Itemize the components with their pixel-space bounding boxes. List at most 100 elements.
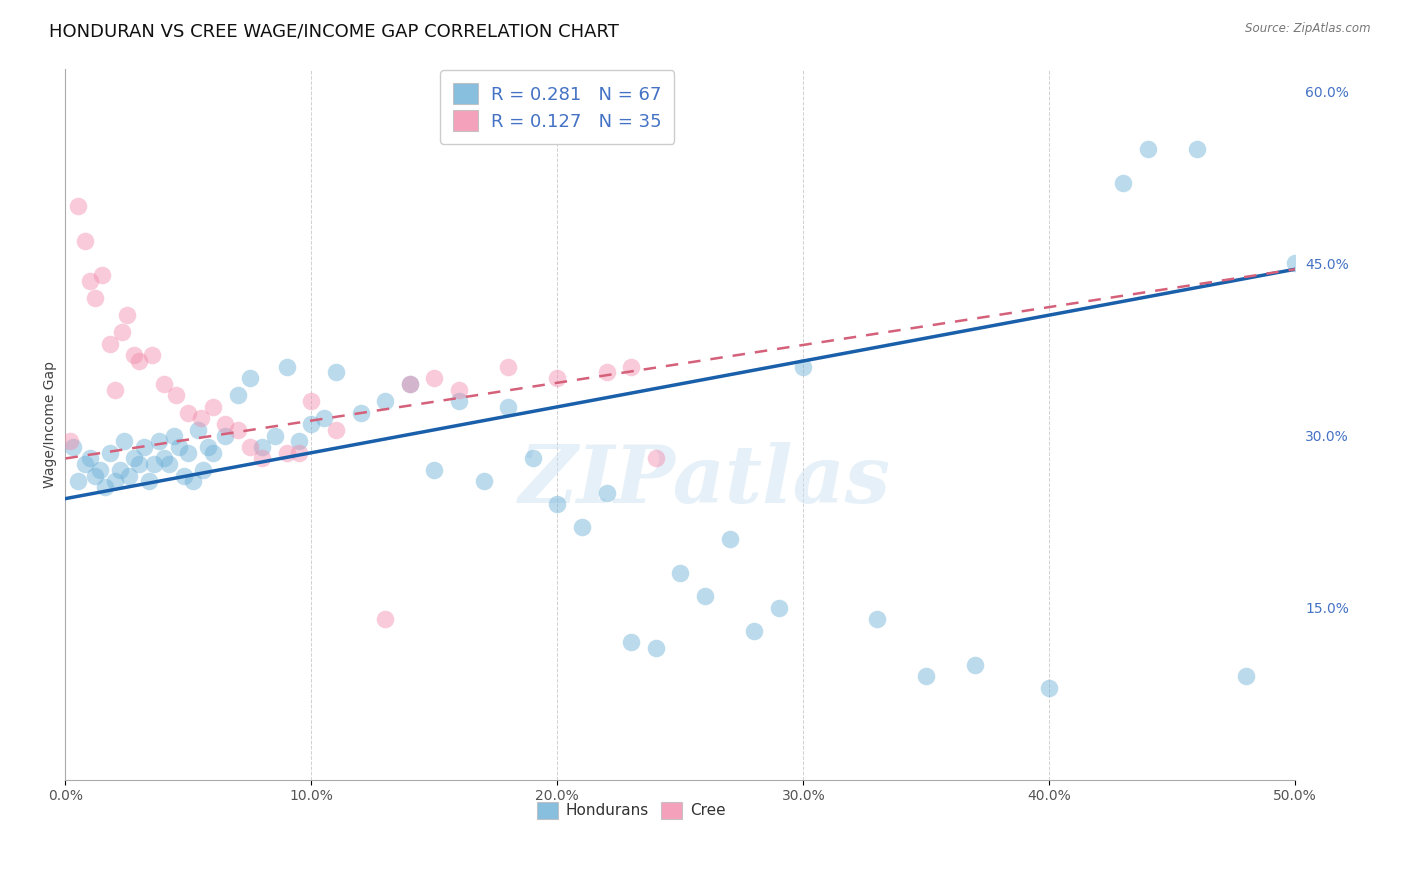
Point bbox=[472, 475, 495, 489]
Point bbox=[546, 497, 568, 511]
Y-axis label: Wage/Income Gap: Wage/Income Gap bbox=[44, 360, 58, 488]
Point bbox=[288, 446, 311, 460]
Point bbox=[128, 354, 150, 368]
Point bbox=[66, 199, 89, 213]
Point bbox=[148, 434, 170, 449]
Point bbox=[79, 274, 101, 288]
Point bbox=[595, 366, 617, 380]
Point bbox=[128, 457, 150, 471]
Point bbox=[1185, 142, 1208, 156]
Point bbox=[299, 417, 322, 431]
Point bbox=[768, 600, 790, 615]
Point bbox=[1136, 142, 1159, 156]
Point bbox=[167, 440, 190, 454]
Point bbox=[447, 394, 470, 409]
Point bbox=[183, 475, 205, 489]
Point bbox=[165, 388, 187, 402]
Point bbox=[98, 336, 121, 351]
Point bbox=[115, 308, 138, 322]
Text: ZIPatlas: ZIPatlas bbox=[519, 442, 891, 520]
Point bbox=[104, 383, 127, 397]
Point bbox=[163, 428, 186, 442]
Point bbox=[276, 446, 298, 460]
Point bbox=[124, 451, 146, 466]
Legend: Hondurans, Cree: Hondurans, Cree bbox=[530, 796, 733, 825]
Point bbox=[299, 394, 322, 409]
Point bbox=[153, 376, 176, 391]
Point bbox=[202, 400, 225, 414]
Point bbox=[75, 457, 97, 471]
Point bbox=[59, 434, 82, 449]
Point bbox=[288, 434, 311, 449]
Point bbox=[153, 451, 176, 466]
Text: HONDURAN VS CREE WAGE/INCOME GAP CORRELATION CHART: HONDURAN VS CREE WAGE/INCOME GAP CORRELA… bbox=[49, 22, 619, 40]
Point bbox=[866, 612, 889, 626]
Point bbox=[62, 440, 84, 454]
Point bbox=[197, 440, 219, 454]
Point bbox=[202, 446, 225, 460]
Point bbox=[374, 394, 396, 409]
Point bbox=[84, 291, 107, 305]
Text: Source: ZipAtlas.com: Source: ZipAtlas.com bbox=[1246, 22, 1371, 36]
Point bbox=[263, 428, 285, 442]
Point bbox=[177, 406, 200, 420]
Point bbox=[915, 669, 938, 683]
Point bbox=[398, 376, 420, 391]
Point bbox=[250, 440, 273, 454]
Point bbox=[190, 411, 212, 425]
Point bbox=[214, 417, 236, 431]
Point bbox=[226, 423, 249, 437]
Point bbox=[669, 566, 692, 581]
Point bbox=[226, 388, 249, 402]
Point bbox=[398, 376, 420, 391]
Point bbox=[138, 475, 160, 489]
Point bbox=[187, 423, 209, 437]
Point bbox=[89, 463, 111, 477]
Point bbox=[522, 451, 544, 466]
Point bbox=[447, 383, 470, 397]
Point bbox=[134, 440, 156, 454]
Point bbox=[75, 234, 97, 248]
Point bbox=[98, 446, 121, 460]
Point bbox=[111, 326, 134, 340]
Point bbox=[620, 635, 643, 649]
Point bbox=[84, 468, 107, 483]
Point bbox=[239, 440, 262, 454]
Point bbox=[644, 640, 666, 655]
Point bbox=[66, 475, 89, 489]
Point bbox=[79, 451, 101, 466]
Point bbox=[143, 457, 166, 471]
Point bbox=[792, 359, 814, 374]
Point bbox=[173, 468, 195, 483]
Point bbox=[239, 371, 262, 385]
Point bbox=[742, 624, 765, 638]
Point bbox=[114, 434, 136, 449]
Point bbox=[965, 657, 987, 672]
Point bbox=[1112, 176, 1135, 190]
Point bbox=[325, 423, 347, 437]
Point bbox=[177, 446, 200, 460]
Point bbox=[620, 359, 643, 374]
Point bbox=[423, 371, 446, 385]
Point bbox=[118, 468, 141, 483]
Point bbox=[1284, 256, 1306, 270]
Point bbox=[91, 268, 114, 282]
Point bbox=[496, 400, 519, 414]
Point bbox=[276, 359, 298, 374]
Point bbox=[571, 520, 593, 534]
Point bbox=[546, 371, 568, 385]
Point bbox=[349, 406, 371, 420]
Point bbox=[595, 486, 617, 500]
Point bbox=[94, 480, 117, 494]
Point bbox=[1038, 681, 1060, 695]
Point bbox=[693, 589, 716, 603]
Point bbox=[157, 457, 180, 471]
Point bbox=[423, 463, 446, 477]
Point bbox=[325, 366, 347, 380]
Point bbox=[718, 532, 741, 546]
Point bbox=[312, 411, 335, 425]
Point bbox=[104, 475, 127, 489]
Point bbox=[124, 348, 146, 362]
Point bbox=[644, 451, 666, 466]
Point bbox=[374, 612, 396, 626]
